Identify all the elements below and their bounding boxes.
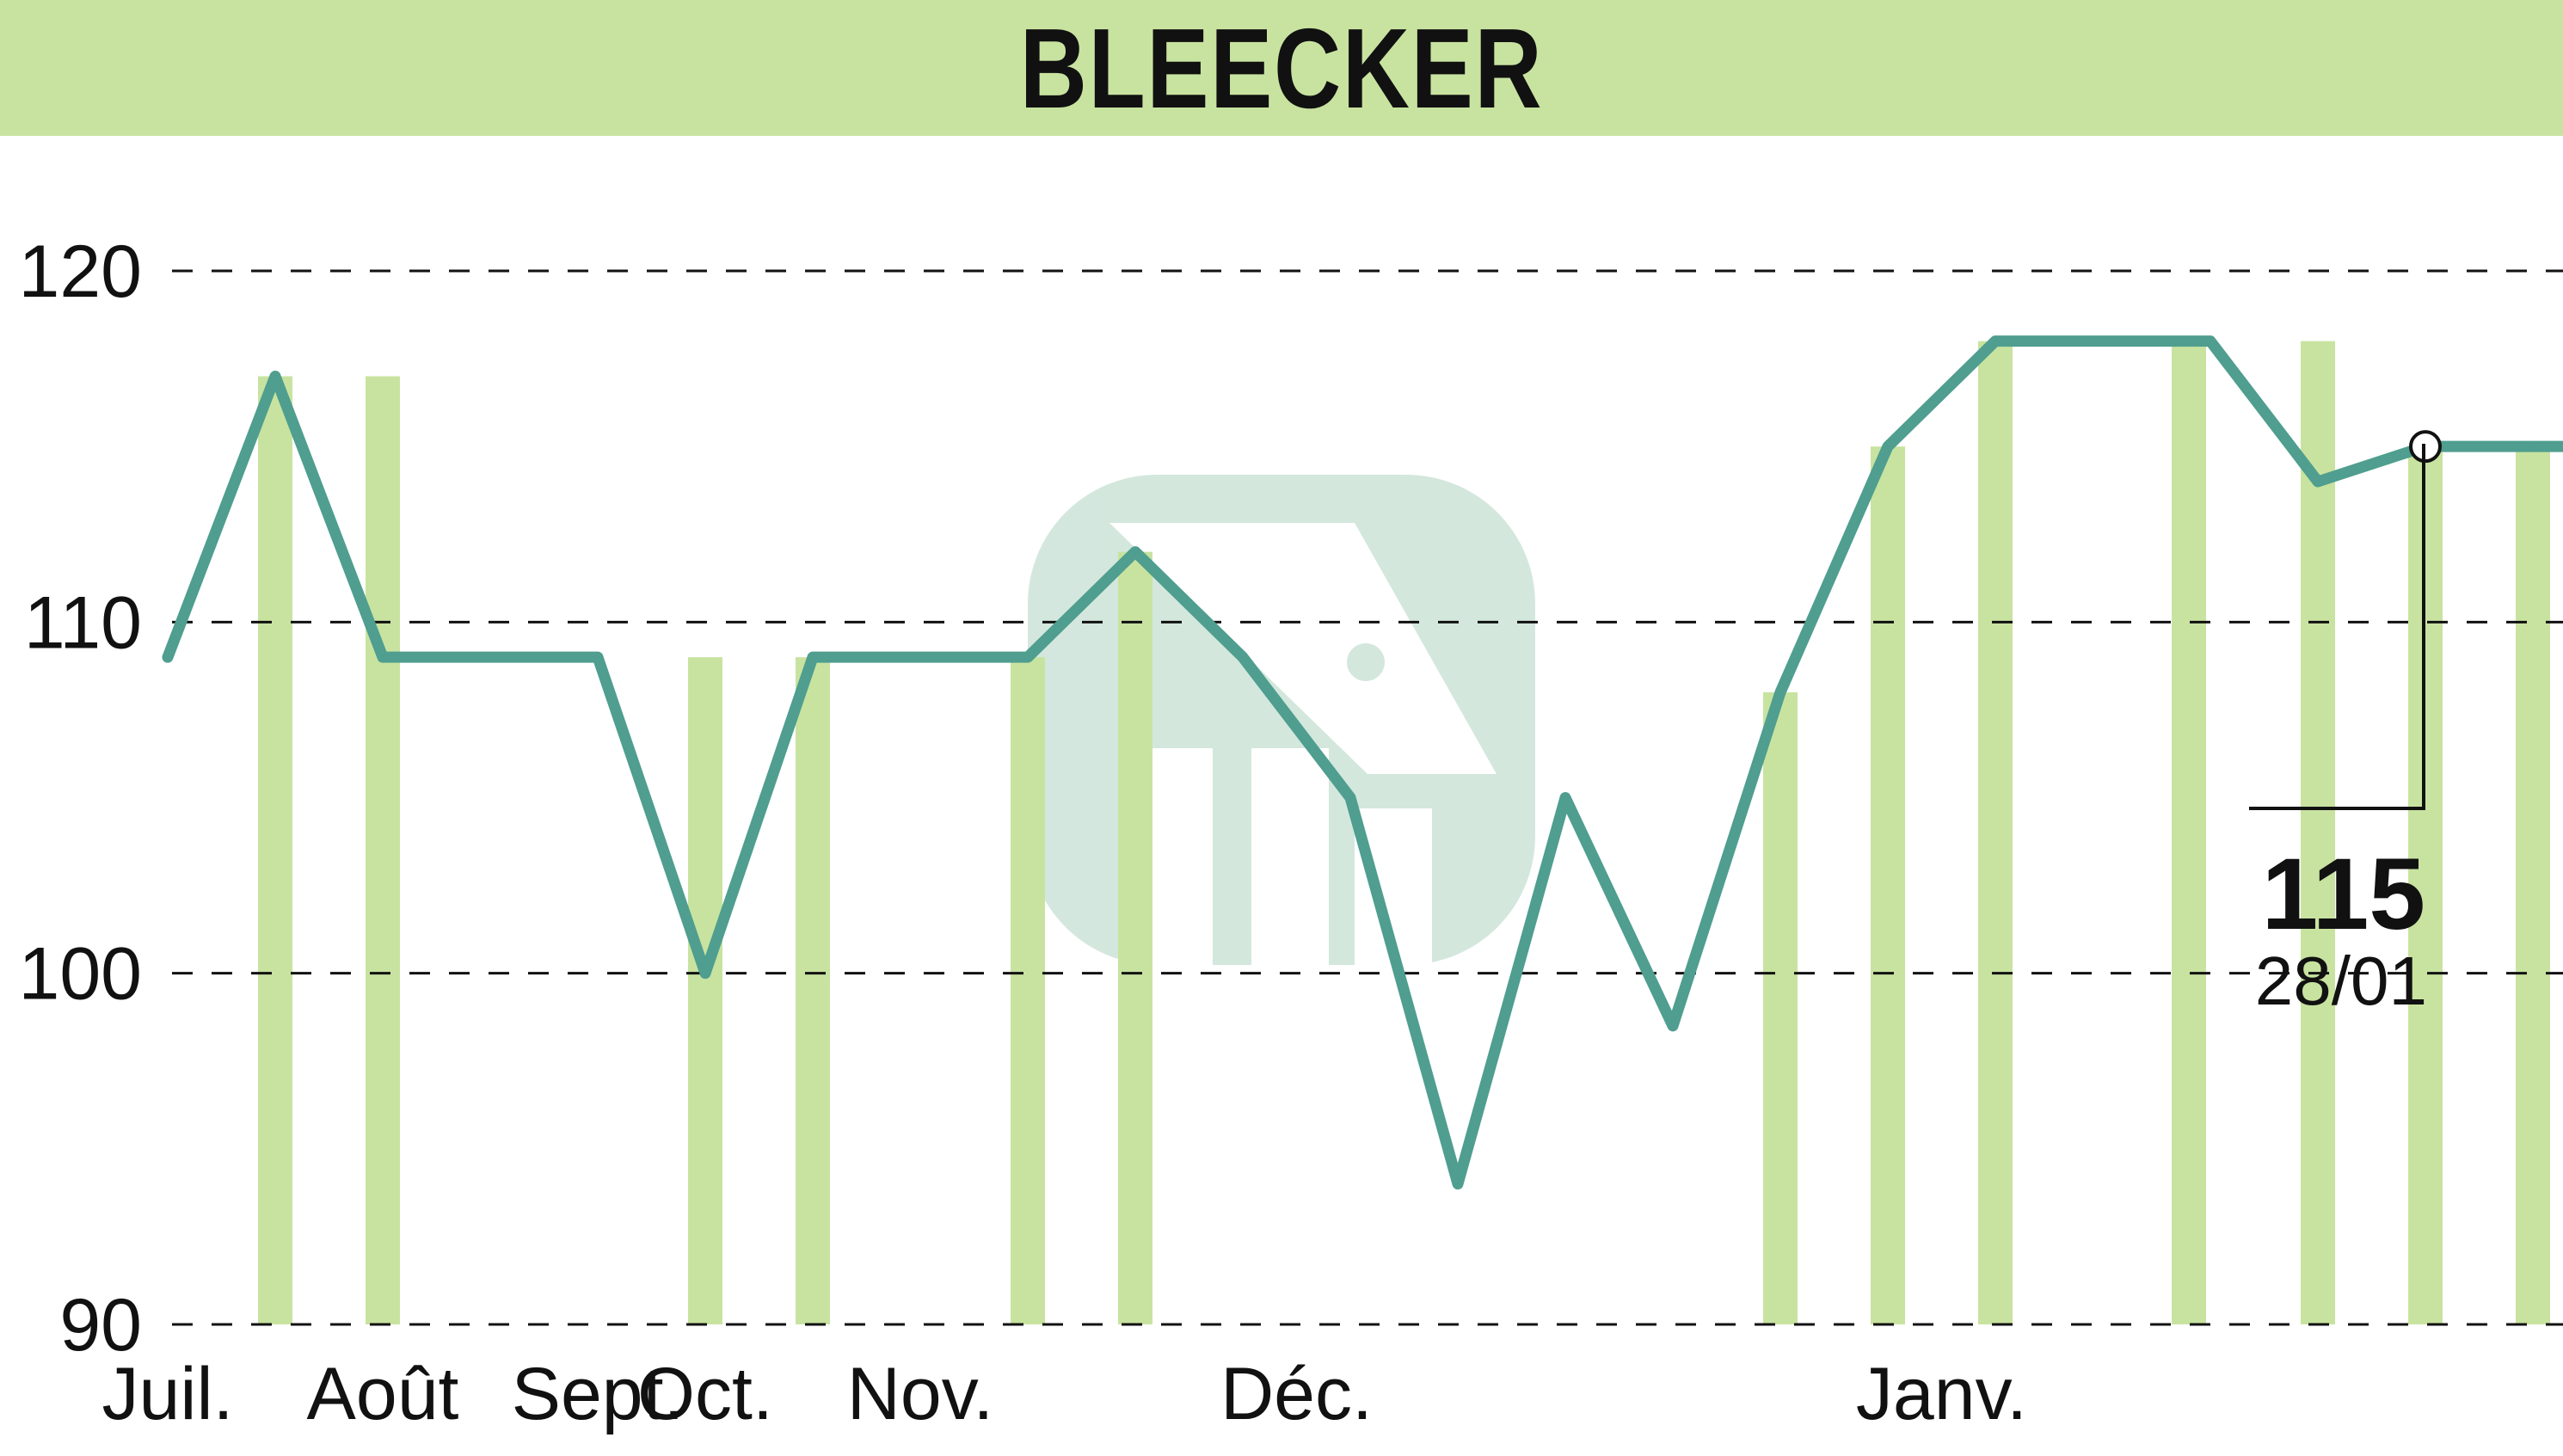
data-point <box>167 656 169 659</box>
data-point <box>1564 796 1566 799</box>
data-point <box>1994 340 1996 342</box>
data-point <box>1779 691 1781 693</box>
price-line <box>162 335 2563 1190</box>
data-point <box>1349 796 1351 799</box>
x-tick-label: Sept. <box>512 1353 685 1435</box>
x-tick-label: Janv. <box>1856 1353 2027 1435</box>
data-point <box>2317 481 2319 482</box>
data-point <box>1887 445 1889 448</box>
volume-bar <box>2516 446 2550 1324</box>
data-point <box>489 656 491 659</box>
x-tick-label: Déc. <box>1220 1353 1373 1435</box>
last-value-annotation: 115 28/01 <box>2249 444 2427 1019</box>
data-point <box>2532 445 2534 448</box>
data-point <box>1242 656 1244 659</box>
volume-bar <box>1763 692 1798 1324</box>
title-bar: BLEECKER <box>0 0 2563 136</box>
x-tick-label: Juil. <box>102 1353 234 1435</box>
volume-bar <box>258 376 292 1324</box>
volume-bar <box>366 376 400 1324</box>
last-value-bracket <box>2249 444 2425 810</box>
y-axis-ticks: 90 100 110 120 <box>19 230 143 1367</box>
volume-bar <box>1978 341 2013 1325</box>
volume-bar <box>796 657 830 1324</box>
data-point <box>1134 550 1136 553</box>
data-point <box>704 972 706 974</box>
volume-bar <box>1011 657 1045 1324</box>
last-value: 115 <box>2262 838 2425 951</box>
data-point <box>597 656 599 659</box>
chart-title: BLEECKER <box>1019 4 1544 132</box>
y-tick-label: 110 <box>24 581 142 664</box>
x-tick-label: Oct. <box>637 1353 773 1435</box>
volume-bar <box>1871 446 1905 1324</box>
volume-bar <box>688 657 722 1324</box>
y-tick-label: 90 <box>59 1284 142 1367</box>
data-point <box>274 375 276 378</box>
watermark-logo <box>1028 475 1535 980</box>
volume-bar <box>1118 551 1152 1324</box>
data-point <box>1672 1024 1674 1027</box>
data-point <box>2102 340 2104 342</box>
data-point <box>1457 1183 1459 1185</box>
grid-lines <box>172 269 2563 1326</box>
data-point <box>382 656 384 659</box>
last-date: 28/01 <box>2255 943 2427 1019</box>
data-point <box>919 656 921 659</box>
data-point <box>1027 656 1029 659</box>
x-axis-ticks: Juil. Août Sept.Oct. Nov. Déc. Janv. <box>102 1353 2028 1435</box>
y-tick-label: 120 <box>19 230 143 313</box>
x-tick-label: Août <box>307 1353 459 1435</box>
volume-bar <box>2172 341 2206 1325</box>
x-tick-label: Nov. <box>847 1353 993 1435</box>
y-tick-label: 100 <box>19 933 143 1016</box>
volume-bars <box>258 341 2550 1325</box>
data-point <box>812 656 814 659</box>
volume-bar <box>2301 341 2335 1325</box>
data-point <box>2210 340 2211 342</box>
